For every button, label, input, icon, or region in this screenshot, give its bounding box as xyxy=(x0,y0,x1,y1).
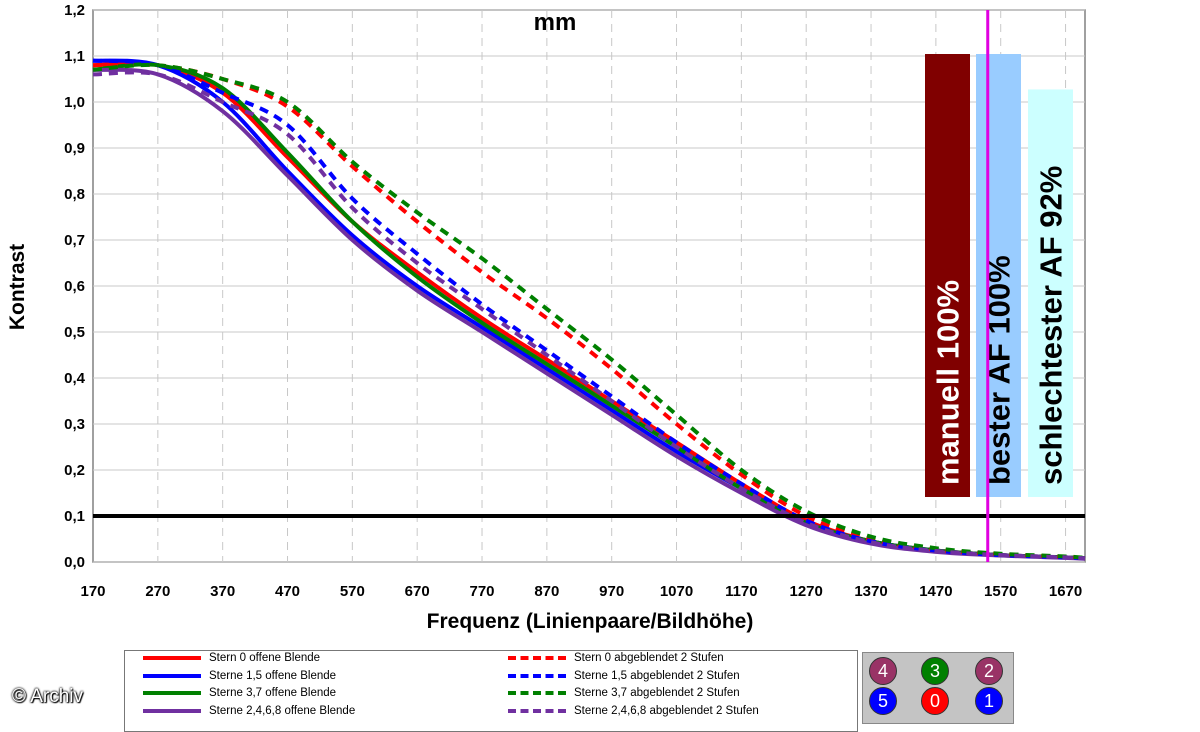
star-marker: 2 xyxy=(975,657,1003,685)
y-tick-label: 0,8 xyxy=(64,186,85,203)
y-tick-label: 0,5 xyxy=(64,324,85,341)
legend-swatch xyxy=(508,673,566,678)
y-tick-label: 0,6 xyxy=(64,278,85,295)
y-tick-label: 0,1 xyxy=(64,508,85,525)
legend-label: Stern 0 offene Blende xyxy=(209,652,321,664)
legend-swatch xyxy=(143,708,201,713)
series-line xyxy=(92,62,1086,560)
focus-bar-label: manuell 100% xyxy=(931,280,966,485)
x-tick-label: 470 xyxy=(275,583,300,600)
x-tick-label: 870 xyxy=(534,583,559,600)
legend-swatch xyxy=(508,691,566,695)
legend-swatch xyxy=(143,691,201,695)
legend-label: Sterne 1,5 offene Blende xyxy=(209,669,337,682)
x-tick-label: 1170 xyxy=(725,583,758,600)
chart-legend: Stern 0 offene Blende Sterne 1,5 offene B… xyxy=(124,650,858,732)
legend-item: Sterne 3,7 abgeblendet 2 Stufen xyxy=(508,687,740,699)
legend-item: Sterne 2,4,6,8 abgeblendet 2 Stufen xyxy=(508,705,759,717)
x-tick-label: 770 xyxy=(470,583,495,600)
legend-swatch xyxy=(508,708,566,713)
y-tick-label: 1,2 xyxy=(64,2,85,19)
legend-label: Sterne 3,7 abgeblendet 2 Stufen xyxy=(574,687,740,699)
legend-swatch xyxy=(143,656,201,660)
bars-layer: manuell 100% bester AF 100% schlechtester … xyxy=(925,54,1073,497)
legend-item: Stern 0 offene Blende xyxy=(143,652,320,664)
series-line xyxy=(92,70,1086,561)
x-tick-label: 1270 xyxy=(790,583,823,600)
chart-title: mm xyxy=(534,9,577,36)
x-tick-label: 170 xyxy=(80,583,105,600)
y-tick-label: 0,0 xyxy=(64,554,85,571)
y-tick-label: 0,4 xyxy=(64,370,86,387)
focus-bar xyxy=(925,54,970,497)
legend-label: Sterne 2,4,6,8 offene Blende xyxy=(209,704,356,717)
x-tick-label: 370 xyxy=(210,583,235,600)
y-tick-label: 0,3 xyxy=(64,416,85,433)
y-tick-label: 1,1 xyxy=(64,48,85,65)
series-line xyxy=(92,62,1086,560)
x-tick-label: 1570 xyxy=(984,583,1017,600)
focus-bar xyxy=(1028,89,1073,497)
y-tick-label: 0,7 xyxy=(64,232,85,249)
y-tick-label: 0,9 xyxy=(64,140,85,157)
x-tick-label: 970 xyxy=(599,583,624,600)
star-marker: 1 xyxy=(975,687,1003,715)
x-tick-label: 570 xyxy=(340,583,365,600)
star-marker: 4 xyxy=(869,657,897,685)
focus-bar xyxy=(976,54,1021,497)
y-axis-label: Kontrast xyxy=(6,244,29,330)
legend-label: Sterne 2,4,6,8 abgeblendet 2 Stufen xyxy=(574,704,759,717)
series-line xyxy=(92,67,1086,561)
grid-layer xyxy=(92,9,1086,563)
legend-item: Sterne 1,5 abgeblendet 2 Stufen xyxy=(508,670,740,682)
legend-label: Sterne 3,7 offene Blende xyxy=(209,687,337,699)
x-tick-label: 1370 xyxy=(854,583,887,600)
legend-item: Stern 0 abgeblendet 2 Stufen xyxy=(508,652,724,664)
legend-item: Sterne 1,5 offene Blende xyxy=(143,670,336,682)
star-marker: 5 xyxy=(869,687,897,715)
y-tick-label: 0,2 xyxy=(64,462,85,479)
legend-item: Sterne 3,7 offene Blende xyxy=(143,687,336,699)
watermark: © Archiv xyxy=(12,686,84,707)
y-tick-label: 1,0 xyxy=(64,94,85,111)
x-tick-label: 670 xyxy=(405,583,430,600)
x-axis-label: Frequenz (Linienpaare/Bildhöhe) xyxy=(427,610,754,633)
legend-swatch xyxy=(143,673,201,678)
reference-lines xyxy=(93,10,1085,562)
star-marker: 3 xyxy=(921,657,949,685)
x-tick-label: 1470 xyxy=(919,583,952,600)
focus-bar-label: schlechtester AF 92% xyxy=(1034,166,1069,485)
series-layer xyxy=(92,58,1086,561)
legend-label: Stern 0 abgeblendet 2 Stufen xyxy=(574,652,724,664)
star-marker: 0 xyxy=(921,687,949,715)
x-tick-label: 1670 xyxy=(1049,583,1082,600)
x-tick-label: 1070 xyxy=(660,583,693,600)
legend-swatch xyxy=(508,656,566,660)
legend-label: Sterne 1,5 abgeblendet 2 Stufen xyxy=(574,669,740,682)
series-line xyxy=(92,58,1086,561)
tick-labels: 0,0 0,1 0,2 0,3 0,4 0,5 0,6 0,7 0,8 0,9 1,0 1,1 1,2 1… xyxy=(64,2,1082,600)
legend-item: Sterne 2,4,6,8 offene Blende xyxy=(143,705,355,717)
x-tick-label: 270 xyxy=(145,583,170,600)
